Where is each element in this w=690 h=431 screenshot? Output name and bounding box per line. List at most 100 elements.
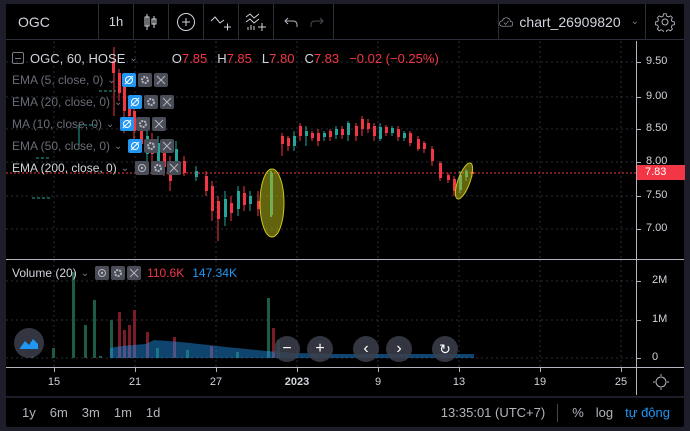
clock-timezone[interactable]: 13:35:01 (UTC+7) [440, 405, 546, 420]
time-tick-label: 2023 [284, 376, 310, 388]
time-tick-label: 15 [47, 376, 61, 388]
collapse-legend-icon[interactable] [12, 52, 24, 64]
indicators-icon [210, 15, 231, 30]
close-icon[interactable] [152, 117, 167, 131]
settings-button[interactable] [646, 4, 684, 39]
volume-value: 110.6K [147, 266, 185, 280]
time-tick-label: 9 [374, 376, 382, 388]
gear-icon[interactable] [111, 266, 126, 280]
auto-scale-button[interactable]: tự động [625, 405, 670, 420]
volume-chart [6, 260, 636, 367]
low-label: L [261, 50, 270, 66]
indicator-label: EMA (50, close, 0) [12, 139, 111, 153]
eye-off-icon[interactable] [120, 117, 135, 131]
bottom-bar: 1y 6m 3m 1m 1d 13:35:01 (UTC+7) % log tự… [6, 396, 684, 427]
gear-icon[interactable] [144, 95, 159, 109]
scroll-right-button[interactable]: › [386, 336, 412, 362]
indicator-label: EMA (20, close, 0) [12, 95, 111, 109]
time-tick-label: 25 [614, 376, 628, 388]
price-tick: 9.50 [646, 55, 668, 67]
reset-icon: ↻ [439, 340, 451, 357]
interval-button[interactable]: 1h [99, 4, 134, 39]
range-1m-button[interactable]: 1m [113, 405, 132, 420]
close-icon[interactable] [127, 266, 142, 280]
close-icon[interactable] [167, 161, 182, 175]
interval-label: 1h [108, 14, 124, 29]
chevron-down-icon[interactable]: ⌄ [129, 52, 138, 64]
gear-icon[interactable] [144, 139, 159, 153]
indicator-label: EMA (5, close, 0) [12, 73, 104, 87]
range-6m-button[interactable]: 6m [49, 405, 68, 420]
minus-icon: − [282, 340, 292, 357]
symbol-search-button[interactable]: OGC [6, 4, 99, 39]
chevron-down-icon[interactable]: ⌄ [114, 96, 123, 108]
volume-legend[interactable]: Volume (20) ⌄ 110.6K 147.34K [12, 265, 237, 281]
indicator-label: MA (10, close, 0) [12, 117, 103, 131]
price-tick: 7.50 [646, 189, 668, 201]
cloud-check-icon [499, 16, 514, 27]
indicator-label: EMA (200, close, 0) [12, 161, 117, 175]
high-label: H [217, 50, 227, 66]
indicator-ema50[interactable]: EMA (50, close, 0) ⌄ [12, 137, 176, 155]
series-legend[interactable]: OGC, 60, HOSE ⌄ O7.85 H7.85 L7.80 C7.83 … [12, 49, 439, 67]
price-tick: 8.00 [646, 155, 668, 167]
chart-name-label: chart_26909820 [519, 13, 621, 30]
compare-button[interactable] [169, 4, 204, 39]
close-icon[interactable] [160, 95, 175, 109]
close-icon[interactable] [153, 73, 168, 87]
undo-icon[interactable] [283, 16, 298, 28]
ohlc-values: O7.85 H7.85 L7.80 C7.83 −0.02 (−0.25%) [172, 51, 439, 66]
range-3m-button[interactable]: 3m [81, 405, 100, 420]
range-1y-button[interactable]: 1y [22, 405, 36, 420]
gear-icon[interactable] [151, 161, 166, 175]
price-pane[interactable] [6, 41, 636, 259]
close-label: C [304, 50, 314, 66]
pane-separator[interactable] [6, 259, 684, 260]
candles-icon [144, 13, 157, 30]
indicator-ema5[interactable]: EMA (5, close, 0) ⌄ [12, 71, 170, 89]
time-tick-label: 19 [533, 376, 547, 388]
axis-settings-button[interactable] [636, 367, 684, 395]
reset-chart-button[interactable]: ↻ [432, 336, 458, 362]
templates-button[interactable] [239, 4, 274, 39]
chevron-down-icon[interactable]: ⌄ [120, 162, 130, 174]
close-value: 7.83 [313, 50, 340, 66]
chart-type-button[interactable] [134, 4, 169, 39]
redo-icon[interactable] [310, 16, 324, 28]
chart-layout-button[interactable]: chart_26909820 ⌄ [499, 4, 646, 39]
eye-off-icon[interactable] [128, 139, 143, 153]
volume-axis[interactable]: 2M 1M 0 [636, 260, 684, 367]
indicator-ema20[interactable]: EMA (20, close, 0) ⌄ [12, 93, 176, 111]
eye-icon[interactable] [95, 266, 110, 280]
last-price-tag: 7.83 [637, 165, 685, 180]
zoom-in-button[interactable]: + [307, 336, 333, 362]
scroll-left-button[interactable]: ‹ [353, 336, 379, 362]
gear-icon[interactable] [137, 73, 152, 87]
indicators-button[interactable] [204, 4, 239, 39]
chevron-down-icon[interactable]: ⌄ [114, 140, 123, 152]
time-tick-label: 21 [128, 376, 142, 388]
indicator-ma10[interactable]: MA (10, close, 0) ⌄ [12, 115, 168, 133]
log-scale-button[interactable]: log [595, 405, 614, 420]
price-axis[interactable]: 9.50 9.00 8.50 8.00 7.50 7.00 7.83 [636, 41, 685, 259]
time-axis[interactable]: 15 21 27 2023 9 13 19 25 [6, 367, 636, 395]
indicator-ema200[interactable]: EMA (200, close, 0) ⌄ [12, 159, 183, 177]
eye-off-icon[interactable] [128, 95, 143, 109]
chevron-down-icon[interactable]: ⌄ [107, 74, 116, 86]
gear-icon[interactable] [136, 117, 151, 131]
chevron-down-icon[interactable]: ⌄ [106, 118, 115, 130]
percent-scale-button[interactable]: % [572, 405, 584, 420]
eye-off-icon[interactable] [121, 73, 136, 87]
chevron-down-icon[interactable]: ⌄ [80, 267, 90, 279]
close-icon[interactable] [160, 139, 175, 153]
chevron-left-icon: ‹ [363, 340, 369, 357]
zoom-out-button[interactable]: − [274, 336, 300, 362]
price-tick: 8.50 [646, 122, 668, 134]
price-tick: 9.00 [646, 90, 668, 102]
volume-pane[interactable] [6, 260, 636, 367]
scale-options: 13:35:01 (UTC+7) % log tự động [440, 403, 670, 422]
eye-icon[interactable] [135, 161, 150, 175]
logo-button[interactable] [14, 328, 44, 358]
low-value: 7.80 [269, 50, 295, 66]
range-1d-button[interactable]: 1d [145, 405, 161, 420]
